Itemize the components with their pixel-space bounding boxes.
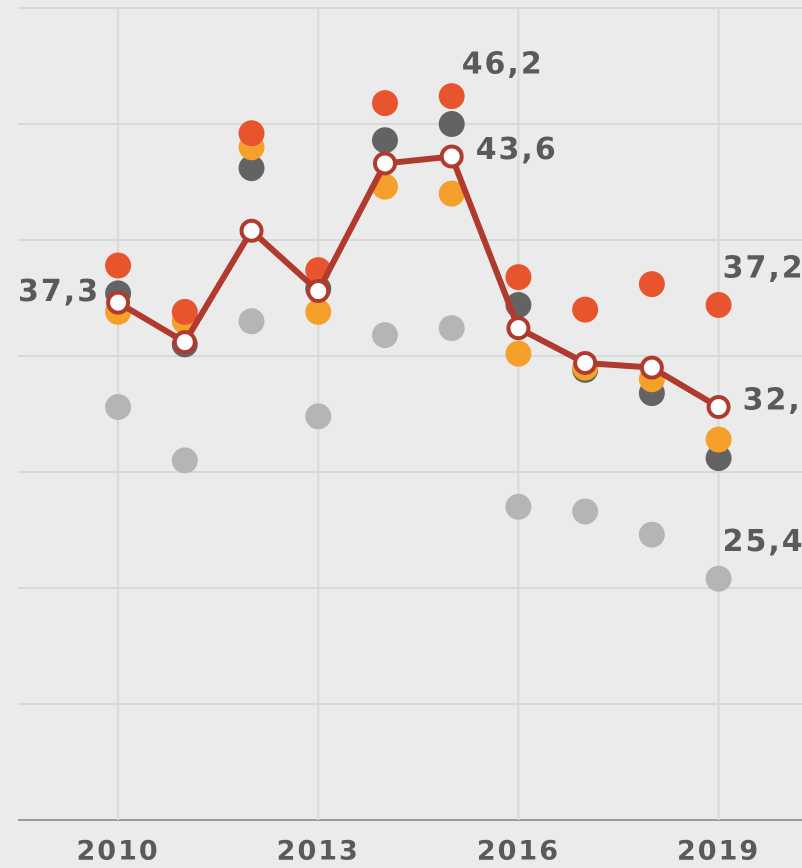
- dot: [371, 322, 398, 349]
- dot: [572, 498, 599, 525]
- dot: [438, 83, 465, 110]
- dot: [105, 394, 132, 421]
- x-tick-label: 2010: [77, 836, 160, 867]
- dot: [238, 155, 265, 182]
- dot: [238, 308, 265, 335]
- dot: [238, 120, 265, 147]
- dot: [572, 296, 599, 323]
- line-marker: [239, 218, 264, 243]
- dot: [438, 111, 465, 137]
- dot: [505, 340, 532, 367]
- line-marker: [306, 279, 331, 304]
- dot: [438, 315, 465, 342]
- dot: [371, 90, 398, 117]
- line-marker: [172, 330, 197, 355]
- dot: [705, 565, 732, 592]
- dot: [505, 493, 532, 520]
- line-marker: [106, 290, 131, 315]
- dot: [171, 298, 198, 325]
- value-label: 37,2: [723, 250, 802, 285]
- dot: [305, 403, 332, 430]
- dot: [305, 298, 332, 325]
- x-tick-label: 2013: [277, 836, 360, 867]
- dot: [505, 264, 532, 291]
- dot: [705, 426, 732, 453]
- dot: [105, 252, 132, 279]
- series-line: [116, 153, 721, 410]
- line-marker: [706, 395, 731, 420]
- line-marker: [573, 350, 598, 375]
- x-tick-label: 2019: [677, 836, 760, 867]
- x-tick-label: 2016: [477, 836, 560, 867]
- value-label: 32,8: [743, 383, 802, 418]
- dot: [438, 180, 465, 207]
- line-marker: [506, 316, 531, 341]
- dot: [638, 521, 665, 548]
- line-marker: [439, 144, 464, 169]
- value-label: 43,6: [476, 132, 558, 167]
- dot: [705, 445, 732, 472]
- value-label: 46,2: [462, 47, 544, 82]
- value-label: 37,3: [18, 274, 100, 309]
- line-marker: [372, 151, 397, 176]
- dot: [371, 127, 398, 154]
- dot: [705, 291, 732, 318]
- dot: [638, 271, 665, 298]
- line-marker: [639, 355, 664, 380]
- dot: [171, 447, 198, 474]
- value-label: 25,4: [723, 524, 802, 559]
